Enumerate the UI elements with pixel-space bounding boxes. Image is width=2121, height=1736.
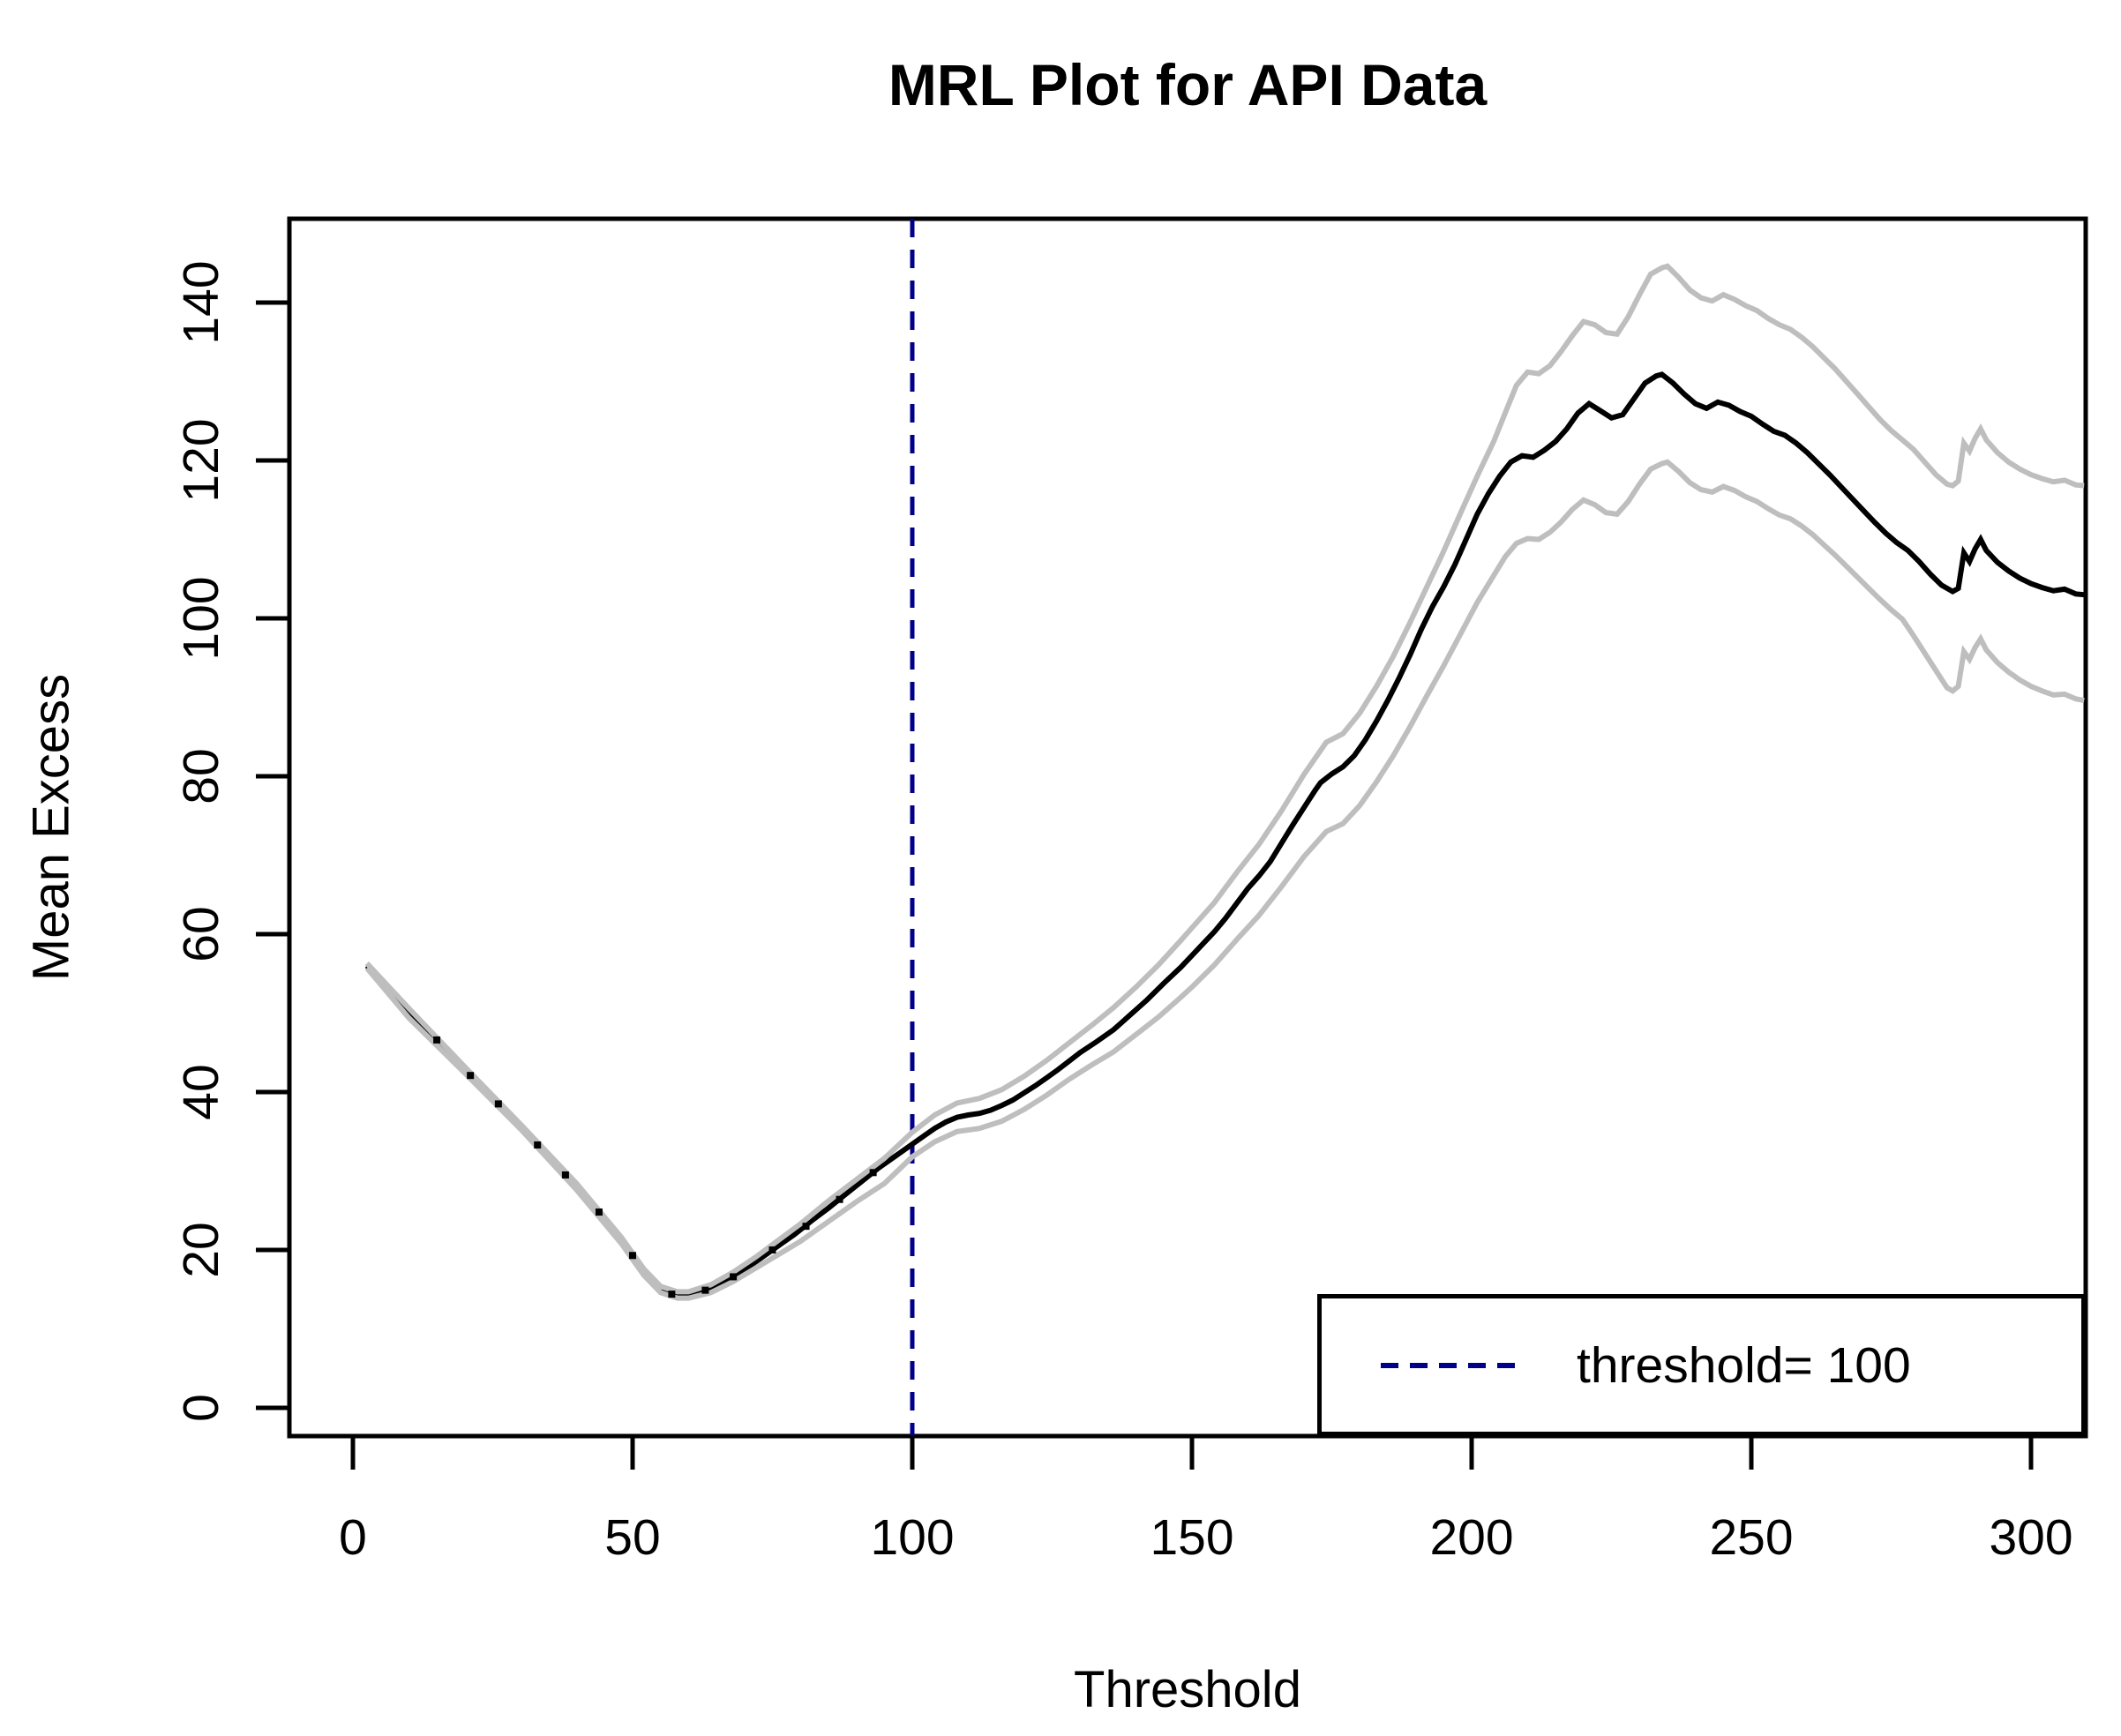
upper-confidence-line (364, 263, 2085, 1295)
mean-overlap-dot (730, 1273, 738, 1281)
y-tick-label: 60 (173, 906, 229, 962)
x-tick-label: 250 (1709, 1509, 1793, 1566)
y-tick-label: 140 (173, 260, 229, 344)
y-tick-label: 20 (173, 1222, 229, 1277)
x-tick-label: 300 (1989, 1509, 2072, 1566)
mean-overlap-dot (668, 1291, 676, 1298)
mean-overlap-dot (802, 1223, 810, 1231)
mean-overlap-dot (467, 1072, 475, 1080)
x-tick-label: 100 (870, 1509, 954, 1566)
x-tick-label: 150 (1150, 1509, 1233, 1566)
mean-overlap-dot (433, 1036, 441, 1044)
y-tick-label: 0 (173, 1394, 229, 1422)
plot-border (287, 216, 2088, 1439)
lower-confidence-line (364, 459, 2085, 1301)
x-tick-label: 50 (604, 1509, 660, 1566)
y-tick-label: 100 (173, 576, 229, 660)
legend-box: threshold= 100 (1317, 1294, 2086, 1436)
chart-title: MRL Plot for API Data (888, 52, 1488, 117)
x-axis-label: Threshold (1074, 1661, 1301, 1718)
mean-overlap-dot (701, 1286, 709, 1294)
mean-overlap-dot (561, 1171, 569, 1179)
x-tick-label: 200 (1429, 1509, 1513, 1566)
legend-label: threshold= 100 (1577, 1336, 1911, 1394)
mean-overlap-dot (629, 1252, 636, 1260)
legend-dashed-line-icon (1381, 1362, 1520, 1368)
mean-excess-line (364, 371, 2085, 1298)
y-tick-label: 40 (173, 1064, 229, 1119)
mean-overlap-dot (595, 1208, 603, 1216)
mean-overlap-dot (768, 1246, 776, 1253)
mean-overlap-dot (869, 1169, 877, 1177)
y-tick-label: 120 (173, 418, 229, 502)
x-tick-label: 0 (339, 1509, 367, 1566)
mean-overlap-dot (836, 1195, 843, 1203)
y-tick-label: 80 (173, 748, 229, 804)
mean-overlap-dot (534, 1141, 542, 1149)
mean-overlap-dot (494, 1100, 502, 1108)
